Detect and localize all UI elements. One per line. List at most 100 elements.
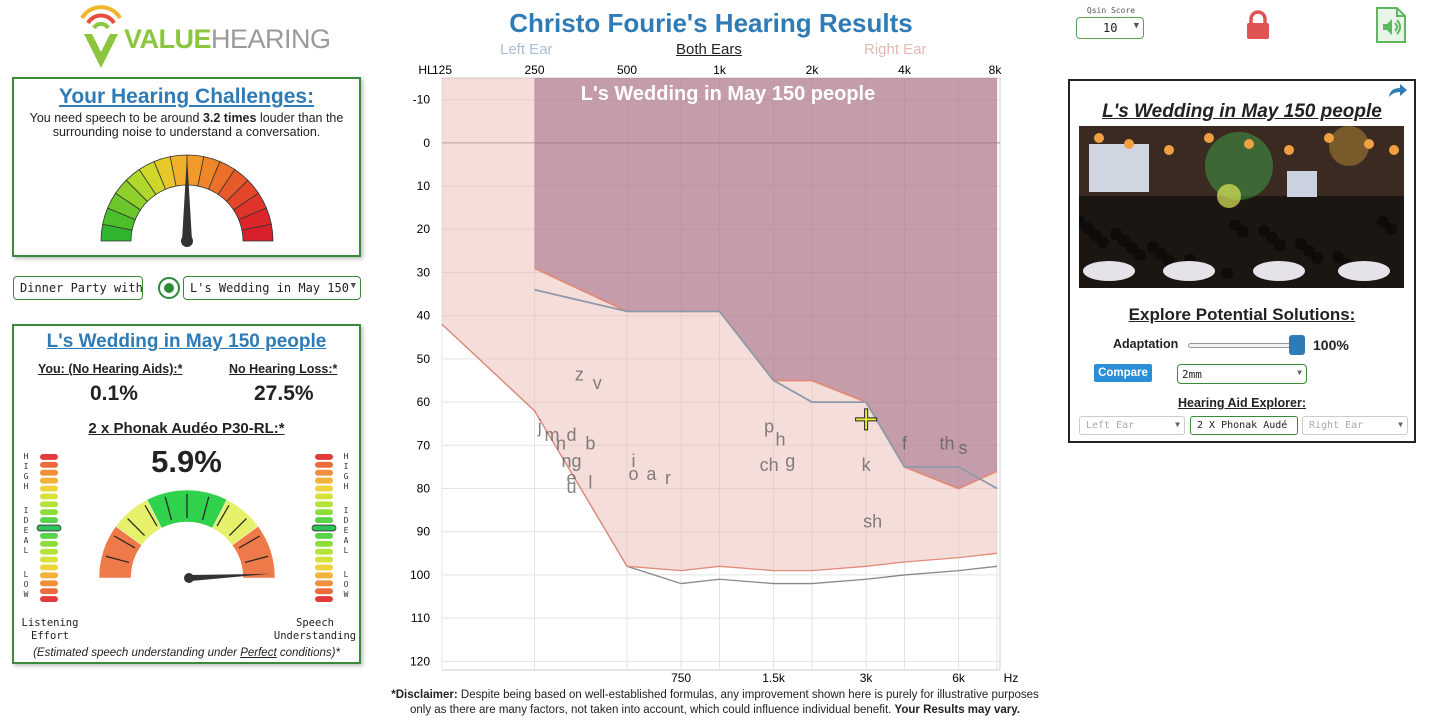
photo-guest [1303, 245, 1315, 257]
scenario-select-wedding-value: L's Wedding in May 150 [190, 281, 349, 295]
x-tick-top: 125 [432, 63, 452, 77]
y-tick: 120 [410, 654, 430, 668]
no-aids-label: You: (No Hearing Aids):* [38, 362, 183, 376]
scale-letter: L [343, 570, 349, 579]
scale-letter: G [23, 472, 29, 481]
gauge-tick [244, 555, 269, 564]
scenario-select-dinner[interactable]: Dinner Party with [13, 276, 143, 300]
scale-letter: W [23, 590, 29, 599]
x-tick-bottom: 6k [952, 671, 966, 685]
tab-both-ears[interactable]: Both Ears [676, 41, 742, 58]
scale-letter: I [23, 462, 29, 471]
photo-guest [1147, 241, 1159, 253]
hearing-aid-select[interactable]: 2 X Phonak Audé [1190, 416, 1298, 435]
phoneme-label: s [958, 438, 967, 458]
challenges-text-bold: 3.2 times [202, 111, 257, 125]
y-tick: 0 [423, 136, 430, 150]
note-b: conditions)* [276, 647, 340, 659]
y-tick: 20 [417, 222, 431, 236]
challenges-title: Your Hearing Challenges: [58, 85, 315, 108]
gauge-hub [184, 573, 194, 583]
right-ear-select[interactable]: Right Ear ▼ [1302, 416, 1408, 435]
photo-guest [1118, 235, 1130, 247]
phoneme-label: ch [760, 455, 779, 475]
hearing-aid-label: 2 x Phonak Audéo P30-RL:* [88, 420, 285, 437]
scale-letter: L [23, 546, 29, 555]
vent-select[interactable]: 2mm ▼ [1177, 364, 1307, 384]
qsin-score: Qsin Score 10 ▼ [1076, 6, 1146, 39]
gauge-tick [105, 555, 130, 564]
photo-table [1163, 261, 1215, 281]
adaptation-slider-handle[interactable] [1289, 335, 1305, 355]
speech-understanding-label: Speech Understanding [273, 617, 357, 642]
phoneme-label: n [556, 434, 566, 454]
left-ear-select[interactable]: Left Ear ▼ [1079, 416, 1185, 435]
no-loss-label: No Hearing Loss:* [229, 362, 338, 376]
meter-cell [40, 469, 58, 476]
x-tick-bottom: 750 [671, 671, 691, 685]
photo-table [1083, 261, 1135, 281]
share-icon[interactable] [1386, 81, 1408, 99]
qsin-select[interactable]: 10 ▼ [1076, 17, 1144, 39]
scenario-select-wedding[interactable]: L's Wedding in May 150 ▼ [183, 276, 361, 300]
lock-icon[interactable] [1244, 10, 1272, 40]
scale-letter: W [343, 590, 349, 599]
note-perfect: Perfect [240, 647, 277, 659]
disclaimer: *Disclaimer: Despite being based on well… [380, 688, 1050, 718]
meter-cell [315, 532, 333, 539]
challenges-text-b: louder than the surrounding noise to und… [52, 111, 344, 139]
speech-understanding-meter [311, 454, 337, 602]
logo-mark-icon [80, 5, 122, 68]
y-tick: 50 [417, 352, 431, 366]
adaptation-label: Adaptation [1113, 337, 1179, 351]
hearing-aid-value: 5.9% [151, 444, 222, 479]
no-loss-value: 27.5% [254, 382, 314, 405]
tab-right-ear[interactable]: Right Ear [864, 41, 927, 58]
photo-lantern [1324, 133, 1334, 143]
threshold-line [534, 288, 998, 490]
phoneme-label: ng [562, 451, 582, 471]
scenario-radio[interactable] [158, 277, 180, 299]
photo-guest [1266, 232, 1278, 244]
phoneme-label: m [544, 425, 559, 445]
meter-cell [315, 477, 333, 484]
gauge-tick [201, 496, 210, 521]
photo-guest [1126, 242, 1138, 254]
phoneme-label: f [902, 434, 908, 454]
compare-button[interactable]: Compare [1094, 364, 1152, 382]
scale-letter: H [343, 482, 349, 491]
phoneme-label: l [588, 473, 592, 493]
photo-screen [1287, 171, 1317, 197]
phoneme-label: u [567, 477, 577, 497]
y-tick: 100 [410, 568, 430, 582]
x-tick-top: 500 [617, 63, 637, 77]
speech-understanding-gauge [98, 489, 276, 583]
meter-cell [40, 564, 58, 571]
meter-cell [315, 588, 333, 595]
chevron-down-icon: ▼ [1297, 368, 1302, 377]
photo-screen [1089, 144, 1149, 192]
meter-cell [315, 517, 333, 524]
y-tick: 60 [417, 395, 431, 409]
scenario-title-right: L's Wedding in May 150 people [1102, 101, 1382, 122]
meter-cell [40, 532, 58, 539]
photo-guest [1377, 216, 1389, 228]
phoneme-label: a [646, 464, 657, 484]
scale-letter [21, 556, 31, 570]
phoneme-label: d [567, 425, 577, 445]
solutions-title: Explore Potential Solutions: [1128, 305, 1356, 324]
y-tick: 30 [417, 265, 431, 279]
meter-cell [315, 564, 333, 571]
sound-file-icon[interactable] [1375, 6, 1407, 44]
scenario-title[interactable]: L's Wedding in May 150 people [46, 331, 327, 352]
gauge-tick [164, 496, 173, 521]
tab-left-ear[interactable]: Left Ear [500, 41, 553, 58]
scale-letter: E [343, 526, 349, 535]
scale-letter [341, 492, 351, 506]
adaptation-slider[interactable] [1188, 343, 1300, 348]
right-ear-select-value: Right Ear [1309, 420, 1364, 431]
scale-letter: L [343, 546, 349, 555]
phoneme-label: j [537, 416, 542, 436]
gauge-tick [127, 518, 145, 536]
